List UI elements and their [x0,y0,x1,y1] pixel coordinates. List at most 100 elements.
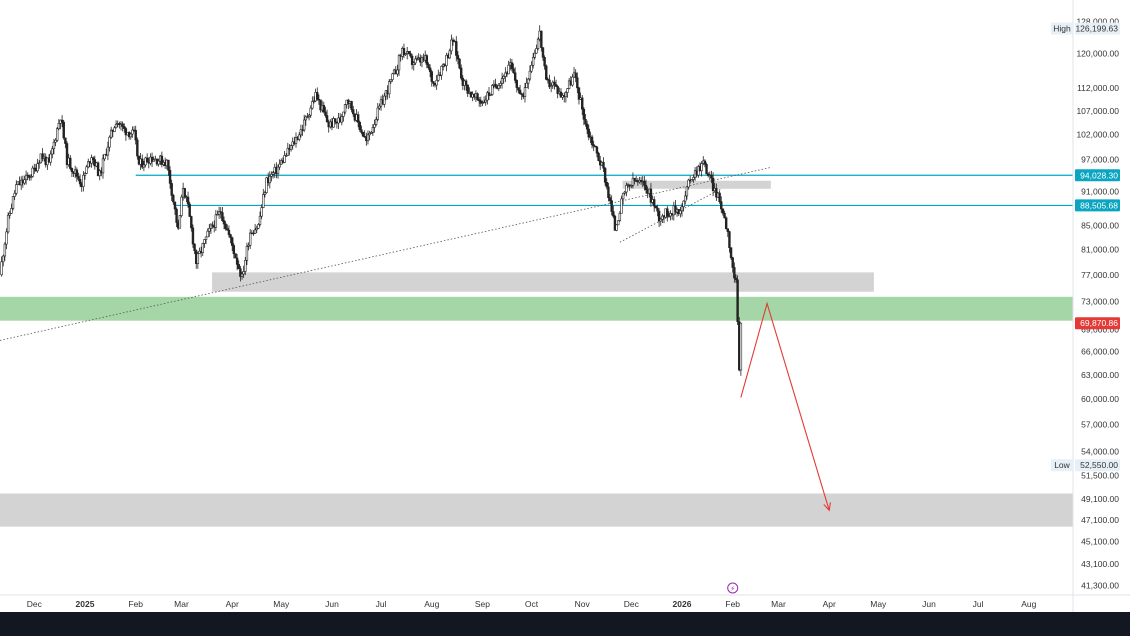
candle[interactable] [188,201,191,217]
candle[interactable] [654,205,658,209]
candle[interactable] [75,167,79,182]
candle[interactable] [710,170,713,184]
candle[interactable] [90,154,93,168]
candle[interactable] [168,166,172,189]
candle[interactable] [183,187,186,199]
candle[interactable] [736,275,739,325]
candle[interactable] [451,37,455,46]
candle[interactable] [533,49,536,60]
candle[interactable] [726,228,729,237]
candle[interactable] [733,262,736,283]
candle[interactable] [134,125,137,145]
candle[interactable] [319,99,322,113]
candle[interactable] [494,78,497,89]
candle[interactable] [52,138,56,155]
candle[interactable] [500,72,504,89]
candle[interactable] [191,224,195,248]
candle[interactable] [425,54,429,69]
candle[interactable] [633,177,636,185]
candle[interactable] [131,126,134,138]
candle[interactable] [582,107,586,126]
candle[interactable] [409,50,412,58]
candle[interactable] [38,160,41,169]
candle[interactable] [240,271,244,280]
candle[interactable] [729,247,733,260]
candle[interactable] [728,230,731,253]
candle[interactable] [283,150,286,164]
candle[interactable] [170,179,173,202]
candle[interactable] [91,156,95,166]
candle[interactable] [412,61,415,71]
candle[interactable] [430,69,433,87]
candle[interactable] [518,84,522,95]
candle[interactable] [70,167,74,178]
candle[interactable] [585,120,589,135]
candle[interactable] [674,199,677,215]
candle[interactable] [605,178,608,190]
candle[interactable] [541,47,545,61]
time-axis[interactable]: Dec 2025 Feb Mar Apr May Jun Jul Aug Sep Oct Nov Dec… [27,582,1037,609]
candle[interactable] [55,127,59,142]
candle[interactable] [491,84,494,96]
candle[interactable] [690,179,694,182]
candle[interactable] [592,140,595,152]
candle[interactable] [96,161,100,177]
candle[interactable] [145,153,149,163]
candle[interactable] [325,109,329,123]
candle[interactable] [167,159,170,176]
candle[interactable] [610,195,613,216]
candle[interactable] [302,114,306,133]
candle[interactable] [438,71,442,77]
candle[interactable] [437,69,440,82]
candle[interactable] [23,175,26,185]
candle[interactable] [219,207,222,219]
candle[interactable] [109,126,113,139]
candle[interactable] [227,225,231,238]
candle[interactable] [51,146,54,159]
candle[interactable] [581,94,584,116]
candle[interactable] [108,135,111,152]
candle[interactable] [216,210,219,216]
candle[interactable] [459,64,463,81]
candle[interactable] [224,221,227,231]
candle[interactable] [0,256,3,277]
candle[interactable] [679,206,682,218]
candle[interactable] [608,194,612,204]
candle[interactable] [368,130,371,141]
candle[interactable] [543,55,546,70]
candle[interactable] [435,74,438,90]
candle[interactable] [222,216,226,230]
candle[interactable] [502,74,505,84]
candle[interactable] [69,155,72,171]
candle[interactable] [621,192,625,205]
candle[interactable] [566,87,569,98]
candle[interactable] [705,162,708,175]
candle[interactable] [486,90,489,105]
candle[interactable] [723,210,726,219]
candle[interactable] [643,176,646,191]
candle[interactable] [389,79,393,84]
candle[interactable] [211,221,214,229]
candle[interactable] [232,243,236,259]
candle[interactable] [257,223,260,230]
candle[interactable] [731,256,734,273]
candle[interactable] [661,213,664,224]
candle[interactable] [3,242,7,261]
candle[interactable] [402,43,406,59]
candle[interactable] [456,51,460,65]
candle[interactable] [306,113,309,119]
candle[interactable] [612,205,615,219]
candle[interactable] [363,130,366,138]
candle[interactable] [123,123,126,133]
candle[interactable] [64,137,67,149]
candle[interactable] [31,165,34,178]
candle[interactable] [667,211,671,218]
candle[interactable] [692,174,695,183]
candle[interactable] [6,212,10,234]
candle[interactable] [571,74,574,87]
candle[interactable] [432,81,435,87]
candle[interactable] [60,115,64,128]
candle[interactable] [178,215,182,229]
price-axis[interactable]: 128,000.00 120,000.00 112,000.00 107,000.00… [1076,17,1119,591]
candle[interactable] [62,119,65,140]
